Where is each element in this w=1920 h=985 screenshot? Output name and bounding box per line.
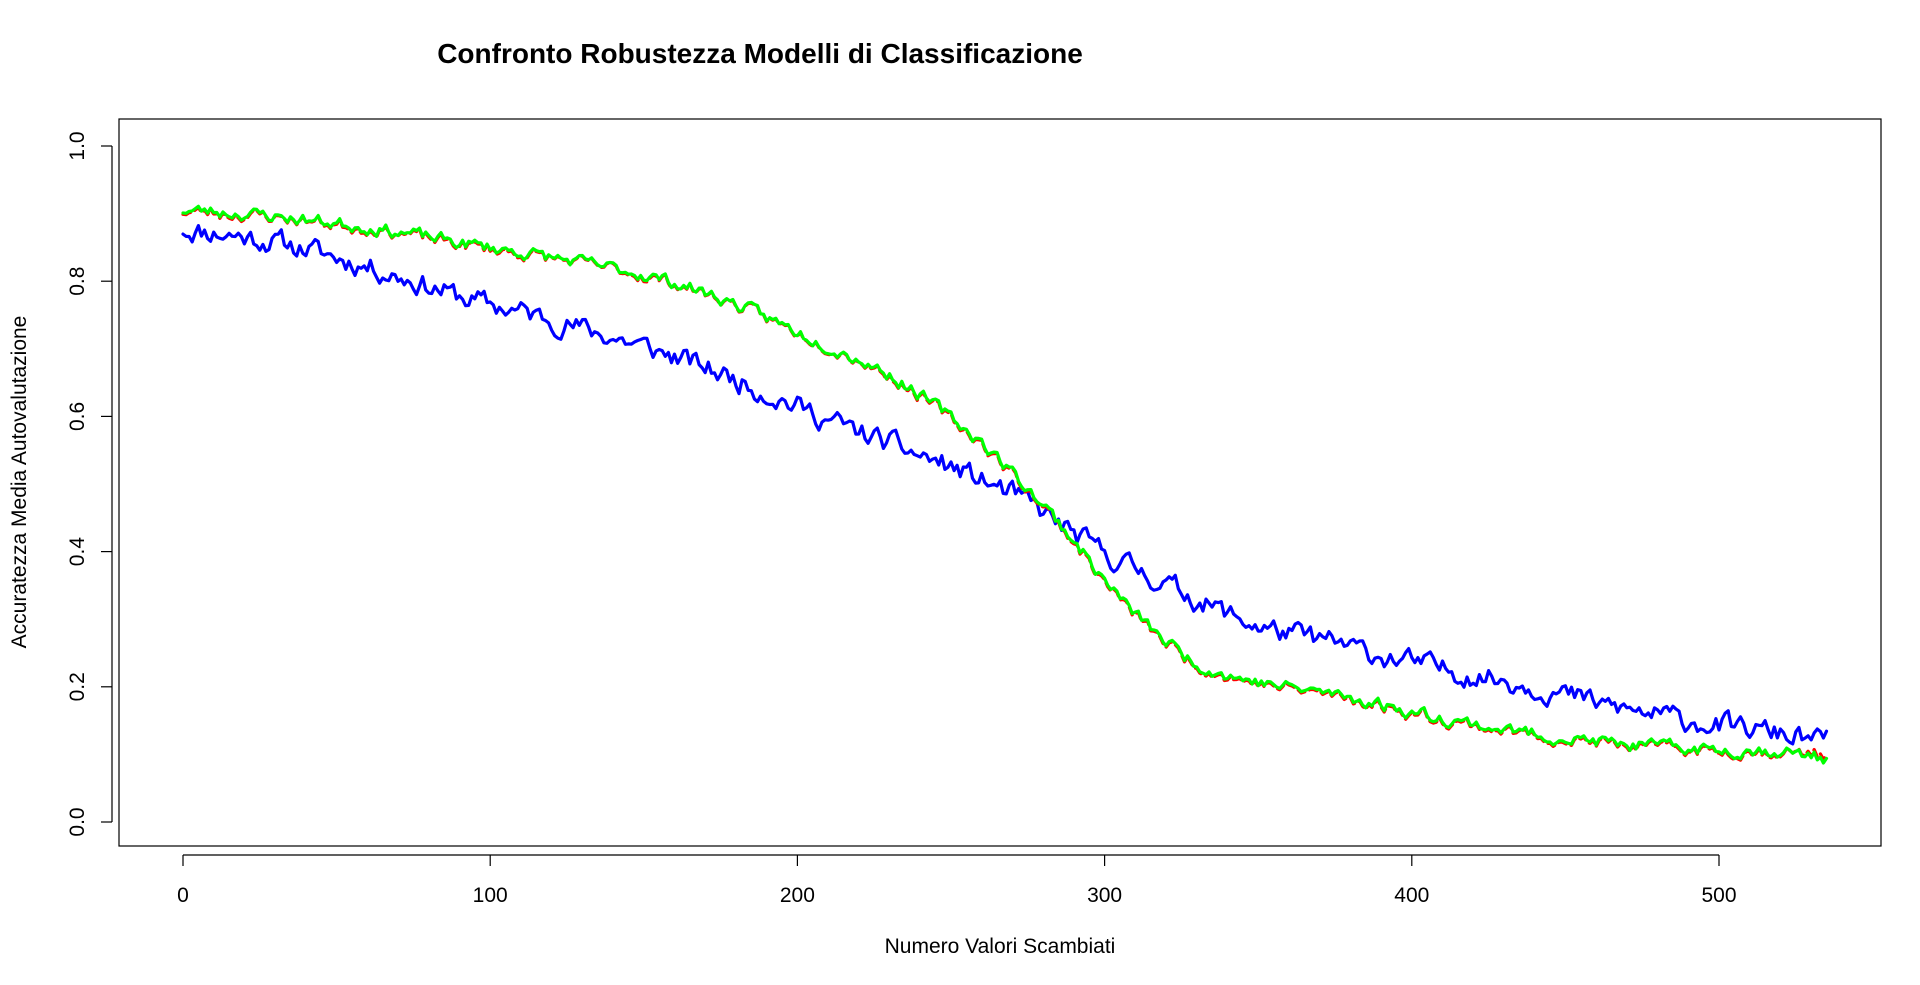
x-tick-label: 0 [177,884,189,907]
y-tick-label: 0.6 [66,402,89,431]
y-tick-label: 1.0 [66,131,89,160]
series-line-2 [181,206,1829,762]
x-axis: 0 100 200 300 400 500 [177,854,1737,907]
y-tick-label: 0.4 [66,537,89,567]
y-tick-label: 0.8 [66,267,89,296]
plot-frame [118,118,1882,847]
x-tick-label: 100 [473,884,508,907]
series-line-3 [181,204,1829,765]
y-tick-label: 0.0 [66,807,89,836]
y-tick-label: 0.2 [66,672,89,701]
x-tick-label: 200 [780,884,815,907]
x-axis-label: Numero Valori Scambiati [885,935,1116,958]
x-tick-label: 500 [1701,884,1736,907]
x-tick-label: 400 [1394,884,1429,907]
series-line-1 [181,224,1829,746]
chart-title: Confronto Robustezza Modelli di Classifi… [437,38,1083,69]
series-layer [181,204,1829,765]
y-axis: 0.0 0.2 0.4 0.6 0.8 1.0 [66,131,113,837]
y-axis-label: Accuratezza Media Autovalutazione [8,316,31,649]
x-tick-label: 300 [1087,884,1122,907]
